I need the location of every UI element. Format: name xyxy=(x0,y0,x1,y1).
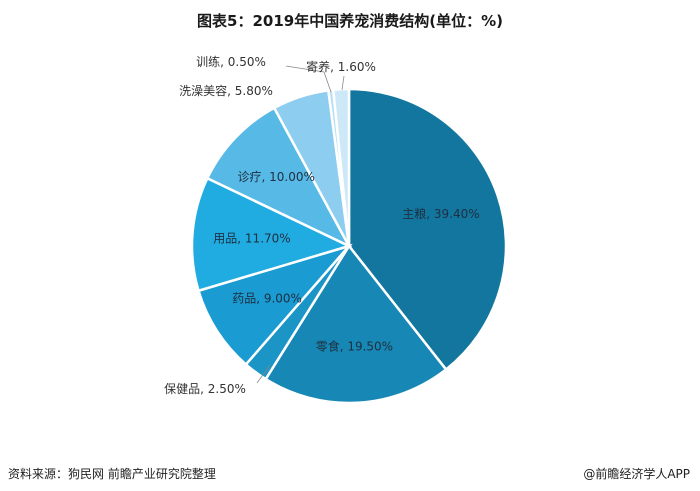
credit-note: @前瞻经济学人APP xyxy=(583,467,690,481)
leader-line-3 xyxy=(256,364,271,384)
slice-label-6: 诊疗, 10.00% xyxy=(238,170,315,184)
leader-line-8 xyxy=(285,65,332,93)
slice-label-7: 洗澡美容, 5.80% xyxy=(179,83,273,98)
slice-label-4: 药品, 9.00% xyxy=(232,292,302,306)
slice-label-2: 零食, 19.50% xyxy=(316,338,393,353)
slice-label-1: 主粮, 39.40% xyxy=(402,206,479,221)
pie-slice-1 xyxy=(347,87,508,372)
pie-slices xyxy=(190,87,508,405)
slice-label-9: 寄养, 1.60% xyxy=(306,59,376,74)
pie-slice-2 xyxy=(263,243,448,405)
source-note: 资料来源：狗民网 前瞻产业研究院整理 xyxy=(8,467,216,481)
slice-labels: 主粮, 39.40% 零食, 19.50% 保健品, 2.50% 药品, 9.00% 用… xyxy=(164,54,480,396)
pie-slice-6 xyxy=(205,106,352,249)
pie-slice-5 xyxy=(190,176,353,293)
slice-label-3: 保健品, 2.50% xyxy=(164,382,246,396)
pie-slice-4 xyxy=(196,243,353,367)
pie-chart: 主粮, 39.40% 零食, 19.50% 保健品, 2.50% 药品, 9.00% 用… xyxy=(164,54,508,405)
leader-line-9 xyxy=(341,75,345,91)
slice-label-5: 用品, 11.70% xyxy=(213,231,290,245)
pie-slice-9 xyxy=(331,87,351,247)
leader-lines xyxy=(256,65,345,384)
chart-title: 图表5：2019年中国养宠消费结构(单位：%) xyxy=(197,12,503,30)
slice-label-8: 训练, 0.50% xyxy=(196,54,266,69)
